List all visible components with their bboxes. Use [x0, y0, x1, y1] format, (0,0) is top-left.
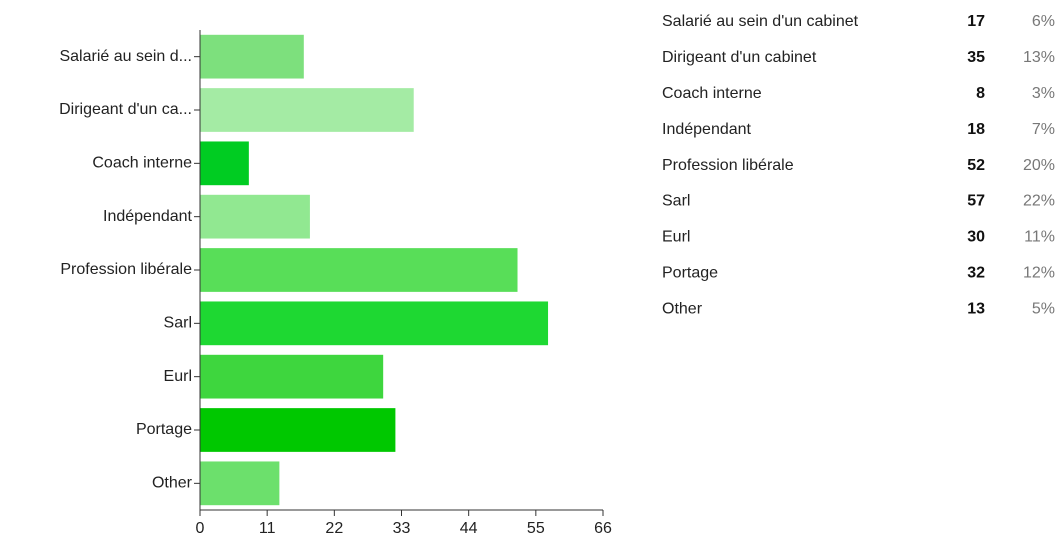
row-label: Eurl: [662, 229, 690, 246]
row-count: 30: [967, 229, 985, 246]
bar: [200, 141, 249, 186]
y-tick-label: Eurl: [164, 368, 192, 385]
y-tick-label: Salarié au sein d...: [59, 48, 192, 65]
row-label: Profession libérale: [662, 157, 794, 174]
row-label: Dirigeant d'un cabinet: [662, 49, 817, 66]
row-count: 8: [976, 85, 985, 102]
bar: [200, 354, 384, 399]
x-tick-label: 11: [259, 520, 276, 537]
bar: [200, 248, 518, 292]
y-tick-label: Other: [152, 475, 193, 492]
row-count: 35: [967, 49, 985, 66]
x-tick-label: 66: [594, 520, 612, 537]
row-count: 17: [967, 13, 985, 30]
y-tick-label: Coach interne: [92, 155, 192, 172]
row-count: 32: [967, 265, 985, 282]
row-percent: 6%: [1032, 13, 1055, 30]
y-tick-label: Indépendant: [103, 208, 193, 225]
x-tick-label: 55: [527, 520, 545, 537]
row-percent: 11%: [1024, 229, 1055, 246]
x-tick-label: 22: [325, 520, 343, 537]
bar: [200, 301, 549, 346]
row-label: Other: [662, 300, 703, 317]
row-percent: 20%: [1023, 157, 1055, 174]
row-percent: 22%: [1023, 193, 1055, 210]
row-label: Portage: [662, 265, 718, 282]
row-count: 52: [967, 157, 985, 174]
y-tick-label: Profession libérale: [60, 261, 192, 278]
x-tick-label: 44: [460, 520, 478, 537]
row-count: 57: [967, 193, 985, 210]
bar: [200, 408, 396, 452]
row-percent: 5%: [1032, 300, 1055, 317]
x-tick-label: 0: [196, 520, 205, 537]
x-tick-label: 33: [393, 520, 411, 537]
row-label: Salarié au sein d'un cabinet: [662, 13, 859, 30]
row-percent: 7%: [1032, 121, 1055, 138]
bar: [200, 34, 304, 79]
y-tick-label: Dirigeant d'un ca...: [59, 101, 192, 118]
y-tick-label: Sarl: [164, 315, 192, 332]
bar: [200, 461, 280, 506]
bar: [200, 194, 310, 239]
row-label: Indépendant: [662, 121, 752, 138]
bar: [200, 88, 414, 132]
y-tick-label: Portage: [136, 421, 192, 438]
row-label: Sarl: [662, 193, 690, 210]
row-count: 18: [967, 121, 985, 138]
row-percent: 13%: [1023, 49, 1055, 66]
row-label: Coach interne: [662, 85, 762, 102]
row-count: 13: [967, 300, 985, 317]
row-percent: 12%: [1023, 265, 1055, 282]
row-percent: 3%: [1032, 85, 1055, 102]
